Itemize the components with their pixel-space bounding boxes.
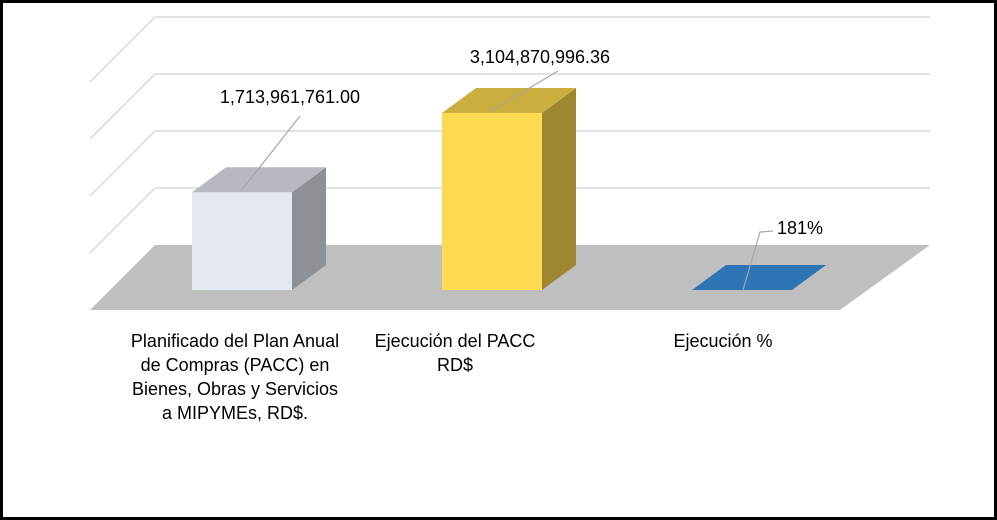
bar-side xyxy=(292,167,326,290)
data-label: 181% xyxy=(777,218,823,238)
grid-line xyxy=(89,187,930,254)
data-label: 3,104,870,996.36 xyxy=(470,47,610,67)
bar-top xyxy=(692,265,826,290)
grid-line xyxy=(89,73,930,140)
data-label: 1,713,961,761.00 xyxy=(220,87,360,107)
category-label: Ejecución % xyxy=(673,331,773,351)
category-label: Ejecución del PACC RD$ xyxy=(374,331,536,375)
grid-line xyxy=(89,16,930,83)
leader-line xyxy=(240,115,301,192)
leader-line xyxy=(490,70,559,112)
chart: 1,713,961,761.00 3,104,870,996.36 181% xyxy=(89,16,930,310)
grid-line xyxy=(89,130,930,197)
bar-top xyxy=(192,167,326,193)
leader-line xyxy=(742,230,774,291)
bar-front xyxy=(192,192,292,290)
bar-side xyxy=(542,88,576,290)
category-label: Planificado del Plan Anual de Compras (P… xyxy=(130,331,340,423)
bar-front xyxy=(442,113,542,290)
